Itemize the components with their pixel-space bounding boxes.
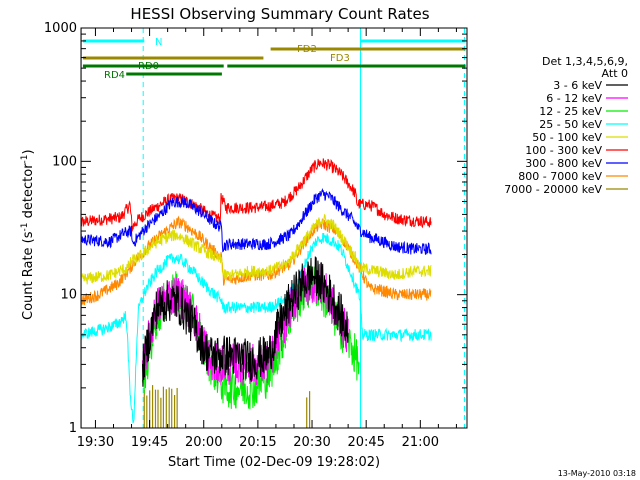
y-tick-label-2: 100 [52, 154, 77, 169]
legend-label-7: 800 - 7000 keV [518, 170, 602, 183]
flag-label-fd2: FD2 [297, 44, 317, 55]
y-axis-label: Count Rate (s-1 detector-1) [20, 149, 36, 320]
series-line-25-50-kev [80, 232, 432, 424]
x-tick-label-2: 20:00 [185, 435, 222, 450]
legend-label-1: 6 - 12 keV [546, 92, 602, 105]
legend-label-5: 100 - 300 keV [525, 144, 602, 157]
chart-title: HESSI Observing Summary Count Rates [130, 5, 429, 23]
y-tick-label-1: 10 [60, 288, 77, 303]
legend-header-detectors: Det 1,3,4,5,6,9, [542, 55, 628, 68]
legend-label-8: 7000 - 20000 keV [504, 183, 602, 196]
x-tick-label-6: 21:00 [402, 435, 439, 450]
legend-label-6: 300 - 800 keV [525, 157, 602, 170]
legend-header-attenuator: Att 0 [602, 67, 628, 80]
legend-label-0: 3 - 6 keV [553, 79, 602, 92]
flag-label-rd4: RD4 [104, 70, 125, 81]
legend-label-4: 50 - 100 keV [532, 131, 602, 144]
y-label-part1: Count Rate (s [21, 231, 36, 320]
x-tick-label-4: 20:30 [293, 435, 330, 450]
flag-label-fd3: FD3 [330, 53, 350, 64]
y-label-part2: detector [21, 163, 36, 223]
legend-label-3: 25 - 50 keV [539, 118, 602, 131]
series-line-3-6-kev [142, 256, 349, 387]
x-tick-label-0: 19:30 [77, 435, 114, 450]
y-label-sup1: -1 [20, 222, 30, 231]
plot-frame [80, 27, 468, 429]
legend-label-2: 12 - 25 keV [539, 105, 602, 118]
y-tick-label-0: 1 [69, 421, 77, 436]
x-axis-label: Start Time (02-Dec-09 19:28:02) [168, 455, 380, 470]
series-line-100-300-kev [80, 158, 432, 232]
plot-area: N FD2 FD3 RD0 RD4 [80, 28, 466, 428]
x-tick-label-1: 19:45 [131, 435, 168, 450]
y-axis: 1 10 100 1000 [44, 21, 467, 436]
x-axis: 19:30 19:45 20:00 20:15 20:30 20:45 21:00 [77, 28, 457, 450]
series-line-50-100-kev [80, 213, 432, 285]
series-line-300-800-kev [80, 188, 432, 255]
x-tick-label-3: 20:15 [239, 435, 276, 450]
y-tick-label-3: 1000 [44, 21, 77, 36]
flag-label-rd0: RD0 [138, 61, 159, 72]
flag-label-n: N [155, 37, 162, 48]
y-label-part3: ) [21, 149, 36, 154]
y-label-sup2: -1 [20, 154, 30, 163]
x-tick-label-5: 20:45 [347, 435, 384, 450]
footer-date: 13-May-2010 03:18 [558, 469, 636, 478]
